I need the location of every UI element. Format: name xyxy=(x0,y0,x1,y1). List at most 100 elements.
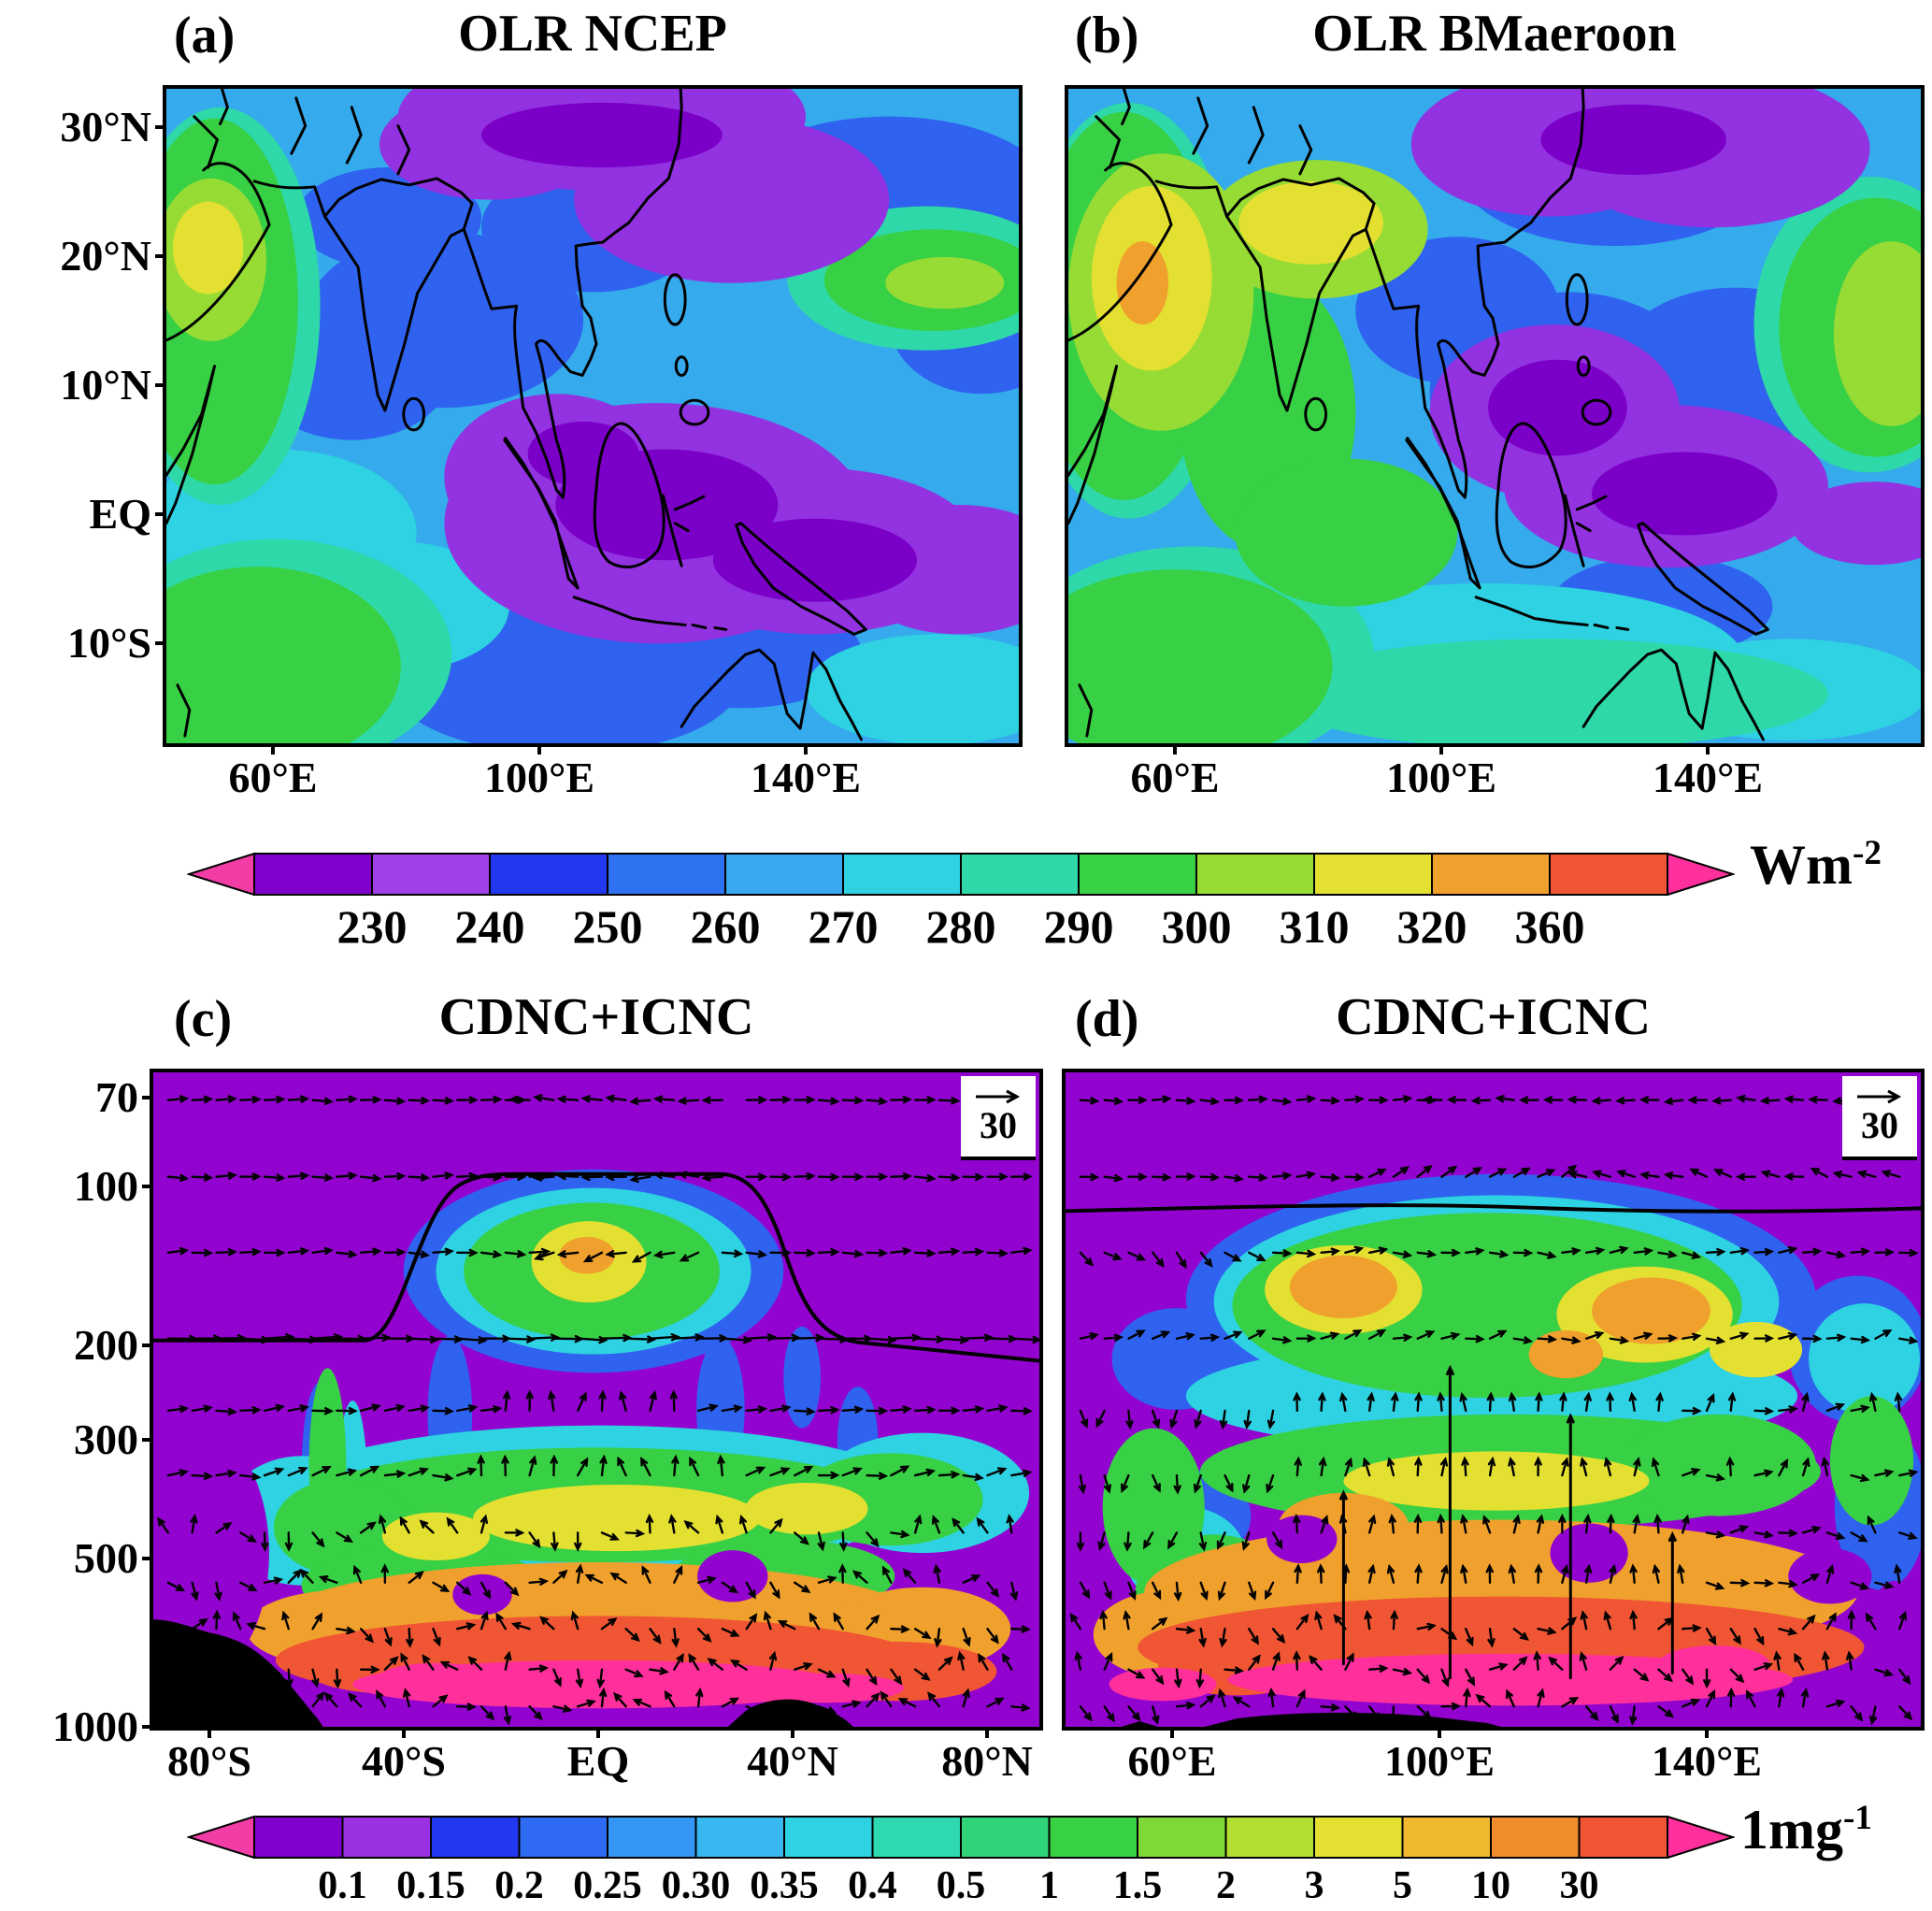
panel-d-label: (d) xyxy=(1075,990,1139,1048)
olr-colorbar-labels: 230 240 250 260 270 280 290 300 310 320 360 xyxy=(187,903,1735,952)
colorbar-segment xyxy=(489,853,608,896)
panel-c-label: (c) xyxy=(174,990,233,1048)
axis-tick-label: 300 xyxy=(74,1415,138,1463)
colorbar-segment xyxy=(371,853,491,896)
colorbar-segment xyxy=(253,853,373,896)
colorbar-segment xyxy=(1431,853,1551,896)
colorbar-segment xyxy=(253,1816,344,1859)
axis-tick-mark xyxy=(1170,1727,1174,1738)
olr-colorbar-unit: Wm-2 xyxy=(1750,836,1882,893)
axis-tick-label: EQ xyxy=(89,490,151,538)
colorbar-segment xyxy=(607,853,726,896)
colorbar-segment xyxy=(1549,853,1668,896)
colorbar-tick-label: 0.35 xyxy=(750,1864,819,1907)
colorbar-segment xyxy=(1313,1816,1404,1859)
axis-tick-label: 140°E xyxy=(1652,754,1764,801)
colorbar-tick-label: 2 xyxy=(1216,1864,1236,1907)
tropopause-line xyxy=(1066,1203,1921,1214)
colorbar-segment xyxy=(1195,853,1315,896)
vector-scale-arrow-icon xyxy=(976,1089,1021,1104)
colorbar-tick-label: 260 xyxy=(690,900,761,953)
colorbar-tick-label: 290 xyxy=(1043,900,1114,953)
colorbar-tick-label: 0.4 xyxy=(848,1864,897,1907)
axis-tick-label: 60°E xyxy=(1130,754,1220,801)
colorbar-segment xyxy=(1401,1816,1492,1859)
axis-tick-mark xyxy=(791,1727,794,1738)
colorbar-segment xyxy=(1137,1816,1227,1859)
colorbar-tick-label: 10 xyxy=(1471,1864,1510,1907)
colorbar-segment xyxy=(694,1816,785,1859)
axis-tick-label: 20°N xyxy=(60,232,151,280)
colorbar-tick-label: 230 xyxy=(336,900,408,953)
vector-scale-arrow-icon xyxy=(1857,1089,1902,1104)
axis-tick-label: 10°N xyxy=(60,361,151,409)
axis-tick-label: 40°S xyxy=(362,1737,446,1785)
orography xyxy=(1121,1712,1501,1727)
orography xyxy=(153,1619,853,1727)
vector-scale-legend: 30 xyxy=(1842,1076,1917,1160)
panel-d-title: CDNC+ICNC xyxy=(1336,988,1651,1046)
axis-tick-mark xyxy=(142,1438,153,1442)
colorbar-tick-label: 0.25 xyxy=(573,1864,642,1907)
colorbar-tick-label: 1 xyxy=(1039,1864,1059,1907)
colorbar-tick-label: 270 xyxy=(808,900,879,953)
axis-tick-mark xyxy=(142,1185,153,1188)
olr-ncep-contour-map xyxy=(166,89,1019,743)
vector-scale-value: 30 xyxy=(1861,1104,1898,1146)
nc-unit-exponent: -1 xyxy=(1842,1799,1872,1837)
colorbar-segment xyxy=(1490,1816,1581,1859)
wind-vector-field xyxy=(1069,1094,1919,1726)
colorbar-svg xyxy=(185,1815,1737,1860)
colorbar-segment xyxy=(430,1816,521,1859)
axis-tick-label: 60°E xyxy=(228,754,318,801)
panel-b-olr-model-map: 60°E 100°E 140°E xyxy=(1065,85,1925,799)
colorbar-svg xyxy=(185,852,1737,897)
colorbar-segment xyxy=(960,853,1080,896)
colorbar-tick-label: 0.1 xyxy=(318,1864,367,1907)
colorbar-segment xyxy=(724,853,844,896)
axis-tick-mark xyxy=(1438,1727,1441,1738)
colorbar-tick-label: 3 xyxy=(1304,1864,1324,1907)
axis-tick-mark xyxy=(142,1557,153,1560)
colorbar-tick-label: 0.15 xyxy=(396,1864,465,1907)
colorbar-tick-label: 280 xyxy=(925,900,996,953)
axis-tick-mark xyxy=(1439,743,1443,754)
colorbar-tick-label: 5 xyxy=(1393,1864,1412,1907)
axis-tick-mark xyxy=(208,1727,211,1738)
axis-tick-mark xyxy=(155,641,166,645)
panel-c-cdnc-icnc-lat-section: 30 80°S 40°S EQ 40°N 80°N 70 100 200 300 500 1000 xyxy=(52,1069,1043,1783)
axis-tick-mark xyxy=(155,512,166,516)
vector-scale-value: 30 xyxy=(980,1104,1017,1146)
axis-tick-label: 200 xyxy=(74,1321,138,1369)
number-concentration-colorbar-unit: 1mg-1 xyxy=(1740,1801,1872,1858)
axis-tick-mark xyxy=(537,743,541,754)
axis-tick-label: 80°N xyxy=(941,1737,1033,1785)
colorbar-tick-label: 320 xyxy=(1396,900,1467,953)
panel-b-title: OLR BMaeroon xyxy=(1312,5,1677,63)
axis-tick-label: 100°E xyxy=(483,754,595,801)
axis-tick-label: 40°N xyxy=(747,1737,838,1785)
wind-vector-field xyxy=(154,1094,1039,1726)
axis-tick-label: 1000 xyxy=(52,1703,138,1750)
colorbar-segment xyxy=(1224,1816,1315,1859)
panel-b-label: (b) xyxy=(1075,7,1139,65)
axis-tick-mark xyxy=(1705,1727,1709,1738)
axis-tick-label: EQ xyxy=(566,1737,630,1785)
nc-unit-base: 1mg xyxy=(1740,1799,1843,1861)
panel-c-title: CDNC+ICNC xyxy=(438,988,754,1046)
axis-tick-mark xyxy=(142,1725,153,1729)
vector-scale-legend: 30 xyxy=(961,1076,1036,1160)
axis-tick-label: 100 xyxy=(74,1162,138,1210)
colorbar-segment xyxy=(871,1816,962,1859)
axis-tick-label: 100°E xyxy=(1385,754,1497,801)
axis-tick-mark xyxy=(985,1727,989,1738)
colorbar-segment xyxy=(783,1816,874,1859)
axis-tick-label: 140°E xyxy=(750,754,862,801)
cdnc-icnc-lat-section-plot xyxy=(153,1072,1039,1727)
colorbar-tick-label: 1.5 xyxy=(1112,1864,1163,1907)
olr-model-contour-map xyxy=(1068,89,1921,743)
axis-tick-mark xyxy=(1173,743,1177,754)
axis-tick-mark xyxy=(142,1343,153,1347)
olr-unit-base: Wm xyxy=(1750,834,1853,896)
